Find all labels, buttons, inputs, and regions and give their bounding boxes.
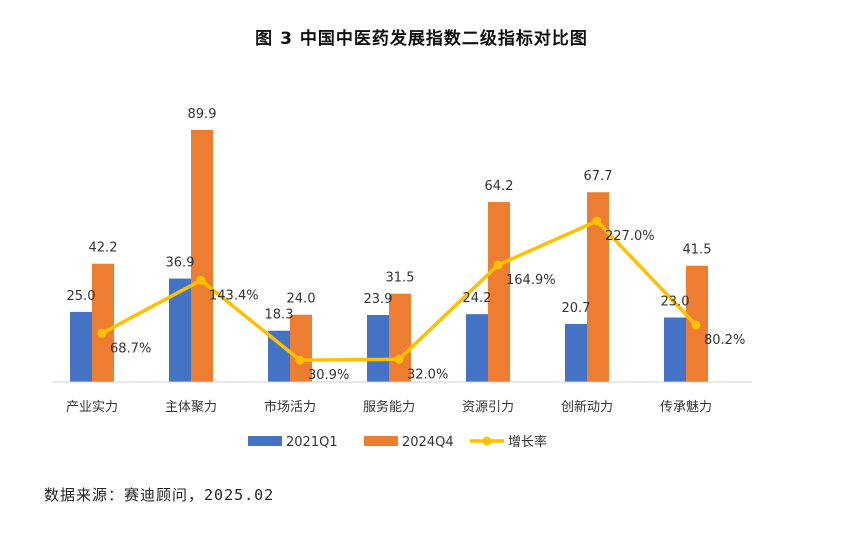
bar-2024Q4-1 [191, 130, 213, 382]
bar-label-2021Q1-3: 23.9 [364, 292, 393, 307]
line-label-3: 32.0% [407, 367, 448, 382]
bar-label-2024Q4-2: 24.0 [287, 292, 316, 307]
bar-label-2024Q4-0: 42.2 [89, 241, 118, 256]
bar-2021Q1-2 [268, 330, 290, 382]
labels-layer: 25.0 42.2 36.9 89.9 18.324.0 23.9 31.5 24.2 64.2… [67, 107, 746, 383]
bar-label-2021Q1-1: 36.9 [166, 256, 195, 271]
bar-label-2024Q4-1: 89.9 [188, 107, 217, 122]
x-axis: 产业实力 主体聚力 市场活力 服务能力 资源引力 创新动力 传承魅力 [52, 381, 752, 415]
line-point-2 [295, 355, 305, 365]
line-point-4 [493, 260, 503, 270]
legend-swatch-1 [364, 436, 398, 446]
line-label-1: 143.4% [209, 288, 259, 303]
bar-label-2024Q4-6: 41.5 [683, 243, 712, 258]
bar-label-2021Q1-0: 25.0 [67, 289, 96, 304]
line-point-6 [691, 320, 701, 330]
line-point-0 [97, 328, 107, 338]
line-point-1 [196, 275, 206, 285]
bar-2024Q4-5 [587, 192, 609, 382]
legend-label-0: 2021Q1 [286, 435, 338, 450]
bar-2024Q4-0 [92, 263, 114, 382]
x-tick-label-1: 主体聚力 [165, 400, 217, 415]
x-tick-label-3: 服务能力 [363, 399, 415, 415]
x-tick-label-4: 资源引力 [462, 400, 514, 415]
legend-label-1: 2024Q4 [402, 435, 454, 450]
bar-label-2021Q1-2: 18.3 [265, 308, 294, 323]
line-label-2: 30.9% [308, 368, 349, 383]
x-tick-label-5: 创新动力 [561, 399, 613, 415]
bar-2021Q1-1 [169, 278, 191, 382]
x-tick-label-2: 市场活力 [264, 399, 316, 415]
bars-layer [70, 130, 708, 382]
bar-label-2024Q4-3: 31.5 [386, 271, 415, 286]
legend-swatch-0 [248, 436, 282, 446]
bar-2021Q1-0 [70, 311, 92, 382]
bar-2021Q1-6 [664, 317, 686, 382]
chart-title: 图 3 中国中医药发展指数二级指标对比图 [255, 29, 588, 49]
bar-label-2021Q1-6: 23.0 [661, 295, 690, 310]
legend-label-2: 增长率 [508, 434, 547, 450]
source-note: 数据来源：赛迪顾问，2025.02 [44, 486, 275, 504]
bar-label-2021Q1-5: 20.7 [562, 301, 591, 316]
legend-marker-2 [482, 436, 492, 446]
line-layer [97, 216, 701, 365]
bar-label-2021Q1-4: 24.2 [463, 291, 492, 306]
bar-label-2024Q4-4: 64.2 [485, 179, 514, 194]
line-label-0: 68.7% [110, 341, 151, 356]
line-label-4: 164.9% [506, 273, 556, 288]
bar-2021Q1-5 [565, 323, 587, 382]
bar-2024Q4-4 [488, 202, 510, 382]
bar-2021Q1-3 [367, 315, 389, 382]
line-point-5 [592, 216, 602, 226]
line-label-5: 227.0% [605, 229, 655, 244]
bar-2021Q1-4 [466, 314, 488, 382]
legend: 2021Q1 2024Q4 增长率 [248, 434, 547, 450]
bar-label-2024Q4-5: 67.7 [584, 169, 613, 184]
x-tick-label-6: 传承魅力 [660, 400, 712, 415]
line-label-6: 80.2% [704, 333, 745, 348]
line-point-3 [394, 354, 404, 364]
x-tick-label-0: 产业实力 [66, 400, 118, 415]
bar-2024Q4-2 [290, 314, 312, 382]
